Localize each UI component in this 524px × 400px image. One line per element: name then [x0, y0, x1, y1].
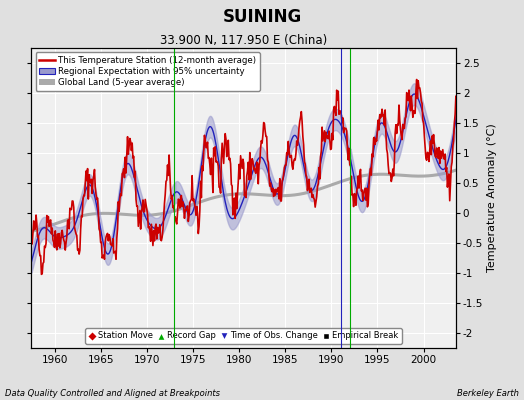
- Text: Data Quality Controlled and Aligned at Breakpoints: Data Quality Controlled and Aligned at B…: [5, 389, 220, 398]
- Legend: Station Move, Record Gap, Time of Obs. Change, Empirical Break: Station Move, Record Gap, Time of Obs. C…: [85, 328, 402, 344]
- Text: Berkeley Earth: Berkeley Earth: [457, 389, 519, 398]
- Y-axis label: Temperature Anomaly (°C): Temperature Anomaly (°C): [487, 124, 497, 272]
- Title: 33.900 N, 117.950 E (China): 33.900 N, 117.950 E (China): [160, 34, 328, 47]
- Text: SUINING: SUINING: [222, 8, 302, 26]
